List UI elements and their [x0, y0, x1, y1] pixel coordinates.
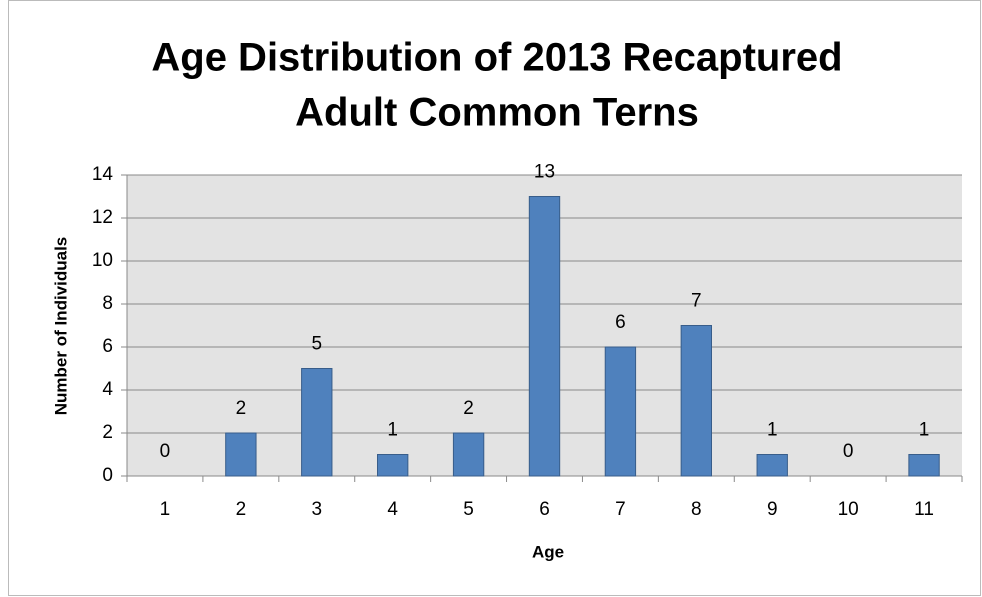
data-label: 13 — [534, 162, 555, 183]
y-tick-label: 10 — [92, 250, 113, 271]
bar — [452, 432, 485, 477]
y-tick-label: 2 — [102, 422, 113, 443]
x-tick-label: 10 — [838, 499, 859, 520]
data-label: 7 — [691, 291, 702, 312]
data-label: 5 — [311, 334, 322, 355]
chart-title: Age Distribution of 2013 Recaptured — [151, 36, 842, 80]
data-label: 0 — [160, 441, 171, 462]
y-tick-label: 8 — [102, 293, 113, 314]
data-label: 1 — [767, 420, 778, 441]
bar — [528, 196, 561, 477]
bar — [908, 454, 940, 477]
data-label: 2 — [463, 398, 474, 419]
x-tick-label: 8 — [691, 499, 702, 520]
data-label: 0 — [843, 441, 854, 462]
y-tick-label: 4 — [102, 379, 113, 400]
x-axis-title: Age — [532, 542, 564, 561]
data-label: 1 — [919, 420, 930, 441]
data-label: 2 — [236, 398, 247, 419]
y-tick-label: 12 — [92, 207, 113, 228]
x-tick-label: 7 — [615, 499, 626, 520]
bar — [680, 325, 712, 477]
bar — [604, 346, 637, 477]
bar — [301, 368, 333, 477]
chart-title: Adult Common Terns — [295, 91, 699, 135]
x-tick-label: 6 — [539, 499, 550, 520]
bar — [225, 432, 257, 477]
x-tick-label: 4 — [387, 499, 398, 520]
x-tick-label: 11 — [914, 499, 934, 520]
x-tick-label: 9 — [767, 499, 778, 520]
data-label: 1 — [387, 420, 398, 441]
y-tick-label: 0 — [102, 465, 113, 486]
y-tick-label: 14 — [92, 164, 114, 185]
y-tick-label: 6 — [102, 336, 113, 357]
bar — [377, 454, 409, 477]
data-label: 6 — [615, 312, 626, 333]
bar — [756, 454, 788, 477]
x-tick-label: 2 — [236, 499, 247, 520]
y-axis-title: Number of Individuals — [51, 237, 70, 416]
x-tick-label: 1 — [160, 499, 171, 520]
x-tick-label: 3 — [311, 499, 322, 520]
x-tick-label: 5 — [463, 499, 474, 520]
